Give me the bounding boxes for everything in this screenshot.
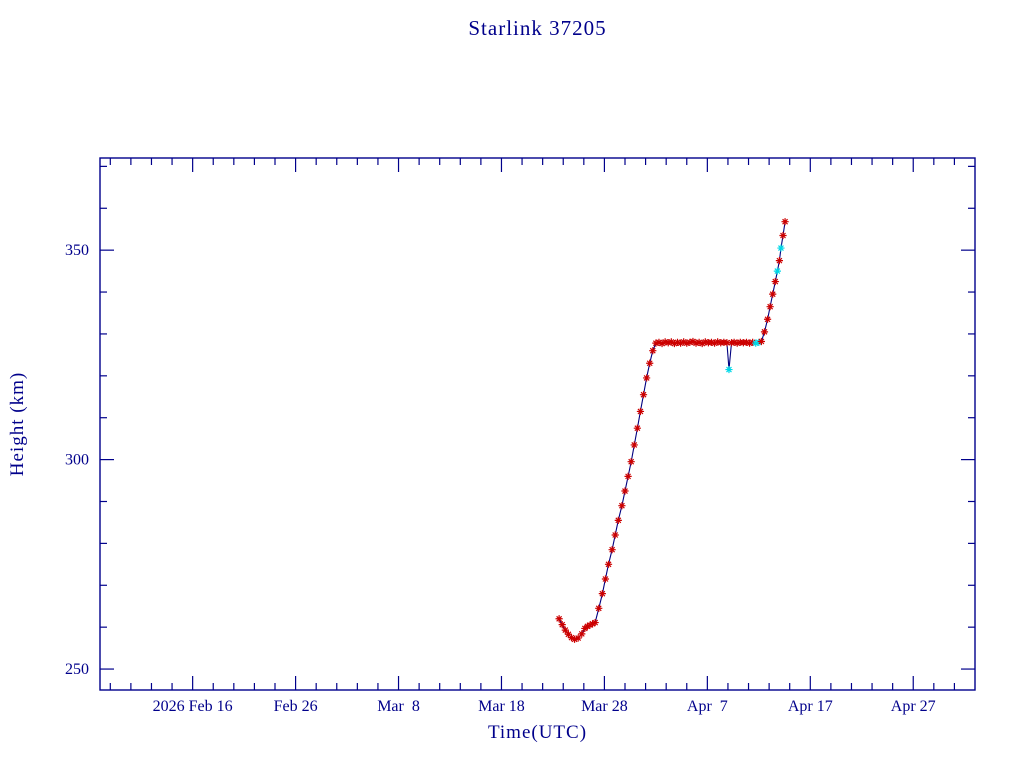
marker-red <box>680 338 688 346</box>
marker-red <box>555 615 563 623</box>
marker-red <box>707 338 716 346</box>
x-tick-label: Mar 28 <box>581 698 628 715</box>
marker-red <box>561 626 569 634</box>
marker-red <box>763 315 772 323</box>
marker-red <box>757 337 765 346</box>
marker-red <box>742 338 751 346</box>
marker-red <box>646 359 654 367</box>
marker-red <box>730 338 738 346</box>
marker-red <box>624 472 632 480</box>
marker-red <box>611 531 619 539</box>
marker-red <box>698 339 706 348</box>
marker-red <box>608 546 616 554</box>
marker-red <box>658 339 666 348</box>
marker-red <box>636 407 645 416</box>
marker-red <box>745 339 754 347</box>
marker-red <box>618 502 626 510</box>
marker-red <box>567 634 576 642</box>
marker-red <box>683 339 691 347</box>
marker-red <box>710 339 719 347</box>
marker-red <box>779 231 787 240</box>
marker-red <box>733 339 741 347</box>
axis-ticks <box>100 158 975 690</box>
marker-red <box>760 328 769 336</box>
x-tick-label: Feb 26 <box>274 698 318 715</box>
marker-red <box>670 339 679 348</box>
marker-cyan <box>755 338 763 346</box>
plot-frame <box>99 157 976 691</box>
marker-red <box>633 424 641 432</box>
x-tick-label: Mar 8 <box>377 698 420 715</box>
x-tick-label: Apr 17 <box>788 698 833 715</box>
marker-red <box>564 630 572 638</box>
marker-red <box>775 257 784 265</box>
marker-cyan <box>725 365 733 374</box>
marker-red <box>627 458 635 466</box>
marker-red <box>570 635 579 643</box>
marker-red <box>695 338 703 346</box>
marker-red <box>714 338 722 346</box>
x-tick-label: Mar 18 <box>478 698 525 715</box>
chart-title: Starlink 37205 <box>468 16 607 40</box>
marker-cyan <box>752 339 760 347</box>
y-tick-label: 350 <box>65 242 89 259</box>
data-line <box>558 221 786 640</box>
data-markers <box>555 218 789 643</box>
marker-cyan <box>773 267 781 275</box>
marker-red <box>598 590 606 598</box>
marker-red <box>701 338 709 346</box>
marker-red <box>558 621 566 629</box>
marker-red <box>649 347 657 355</box>
marker-red <box>578 630 586 638</box>
marker-red <box>583 622 592 630</box>
marker-red <box>586 621 594 629</box>
x-axis-title: Time(UTC) <box>487 722 588 743</box>
marker-red <box>749 338 757 346</box>
marker-red <box>771 277 779 286</box>
marker-red <box>667 338 675 346</box>
marker-red <box>689 337 697 346</box>
marker-red <box>639 391 648 399</box>
marker-red <box>676 339 685 347</box>
marker-red <box>661 338 669 346</box>
y-tick-label: 250 <box>65 661 89 678</box>
marker-red <box>652 339 660 347</box>
marker-red <box>766 303 774 311</box>
marker-red <box>614 516 622 524</box>
marker-red <box>630 441 638 449</box>
x-tick-label: Apr 7 <box>687 698 728 715</box>
x-tick-label: 2026 Feb 16 <box>153 698 233 715</box>
marker-red <box>601 575 610 583</box>
marker-red <box>621 487 629 495</box>
marker-red <box>692 339 700 347</box>
marker-red <box>643 374 651 382</box>
marker-red <box>604 560 613 568</box>
marker-red <box>723 339 731 347</box>
x-tick-label: Apr 27 <box>891 698 936 715</box>
marker-red <box>595 604 603 612</box>
marker-cyan <box>777 244 785 252</box>
y-tick-label: 300 <box>65 452 89 469</box>
marker-red <box>664 339 672 347</box>
marker-red <box>781 218 789 226</box>
marker-red <box>574 634 582 642</box>
marker-red <box>655 338 663 346</box>
marker-red <box>686 338 694 346</box>
tick-labels: 2026 Feb 16 Feb 26 Mar 8 Mar 18 Mar 28 Apr 7 A… <box>65 242 936 715</box>
marker-red <box>769 290 777 298</box>
marker-red <box>588 620 597 628</box>
marker-red <box>591 618 599 627</box>
marker-red <box>673 338 682 346</box>
